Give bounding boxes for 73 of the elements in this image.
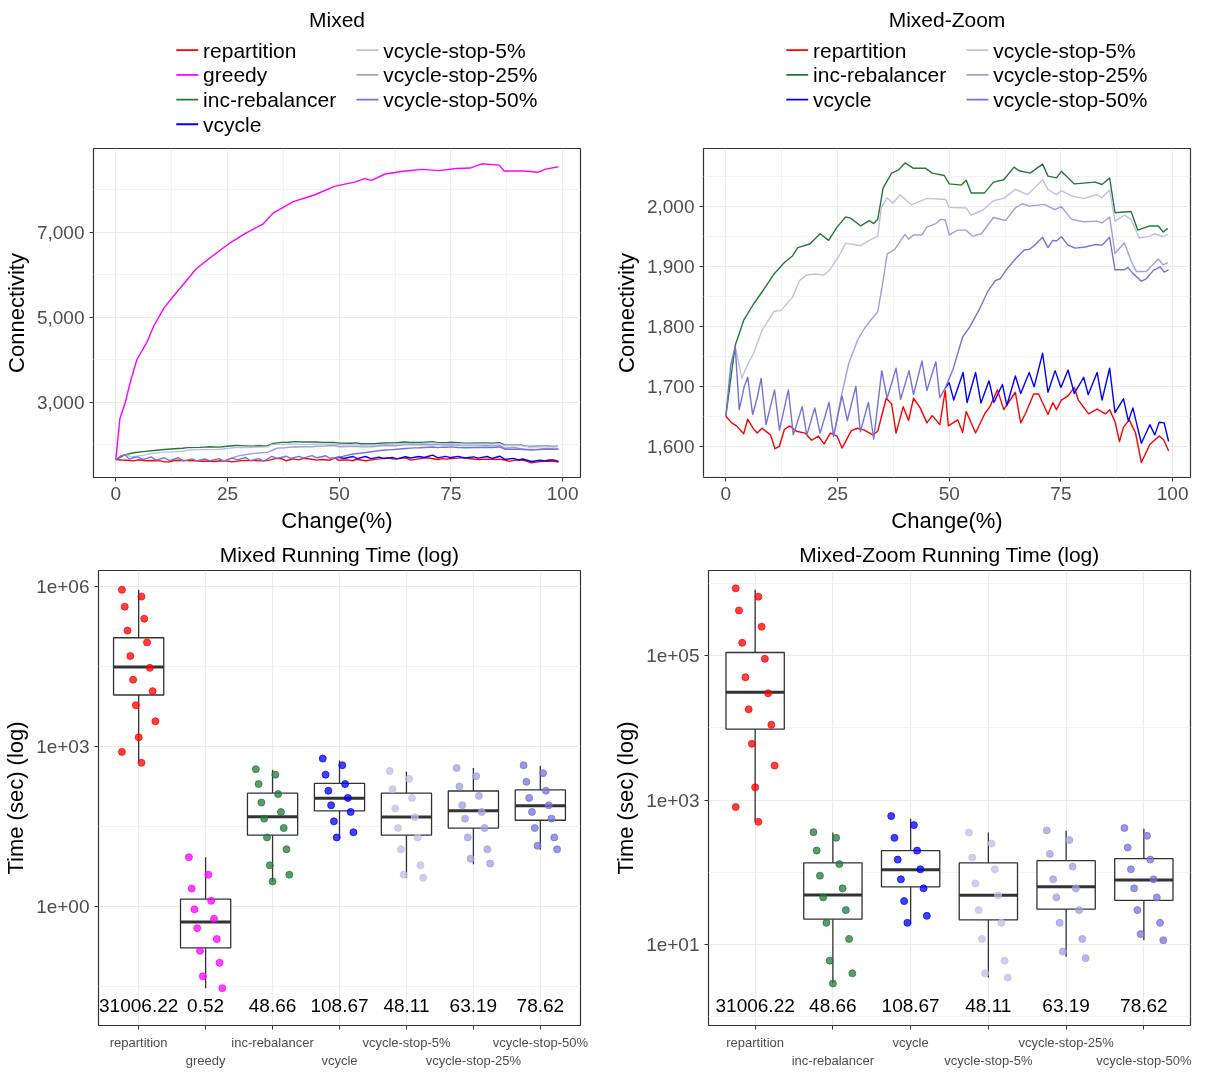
x-axis-title: Change(%) [891,507,1003,533]
x-tick-label: vcycle-stop-25% [425,1052,522,1068]
x-tick-label: vcycle-stop-25% [1018,1034,1115,1050]
legend-label: vcycle-stop-50% [993,88,1148,112]
x-tick-label: vcycle-stop-5% [944,1052,1033,1068]
legend-label: vcycle-stop-5% [993,38,1136,62]
y-tick-label: 1e+03 [36,736,90,758]
y-tick-label: 7,000 [36,221,85,243]
x-tick-label: 75 [440,482,462,504]
y-axis-title: Connectivity [3,253,29,373]
annotation: 63.19 [449,994,498,1016]
annotation: 0.52 [187,994,225,1016]
annotation: 48.11 [383,994,430,1016]
x-tick-label: 100 [546,482,579,504]
x-tick-label: vcycle-stop-50% [1096,1052,1192,1068]
annotation: 48.11 [965,994,1012,1016]
x-tick-label: 25 [216,482,239,504]
x-tick-label: 0 [110,482,122,504]
x-tick-label: 25 [826,482,849,504]
x-tick-label: repartition [109,1034,168,1050]
legend-label: vcycle [203,112,262,136]
legend-label: inc-rebalancer [203,88,337,112]
legend-label: vcycle-stop-5% [383,38,526,62]
x-tick-label: inc-rebalancer [231,1034,315,1050]
y-tick-label: 1e+05 [646,645,700,666]
annotation: 31006.22 [715,994,795,1016]
legend-label: repartition [813,38,907,62]
x-tick-label: greedy [185,1052,226,1068]
y-axis-title: Time (sec) (log) [613,721,639,875]
x-tick-label: vcycle-stop-50% [492,1034,589,1050]
y-tick-label: 1,700 [646,376,695,398]
x-tick-label: vcycle [321,1052,358,1068]
annotation: 31006.22 [99,994,179,1016]
x-tick-label: vcycle [892,1034,929,1050]
annotation: 48.66 [248,994,297,1016]
x-tick-label: inc-rebalancer [791,1052,875,1068]
legend-label: vcycle-stop-50% [383,88,538,112]
x-tick-label: 50 [938,482,960,504]
x-tick-label: 100 [1156,482,1189,504]
y-tick-label: 1,900 [646,256,695,278]
annotation: 48.66 [809,994,857,1016]
legend-label: vcycle-stop-25% [993,63,1148,87]
x-tick-label: repartition [726,1034,785,1050]
y-tick-label: 1e+06 [36,576,90,598]
legend-label: greedy [203,63,268,87]
x-tick-label: 0 [720,482,732,504]
chart-title: Mixed [308,7,366,31]
annotation: 78.62 [1120,994,1168,1016]
y-tick-label: 1,600 [646,436,695,458]
y-axis-title: Connectivity [613,253,639,373]
y-tick-label: 1e+03 [646,789,700,811]
annotation: 78.62 [516,994,565,1016]
y-tick-label: 5,000 [36,306,85,328]
x-tick-label: 50 [328,482,350,504]
y-tick-label: 2,000 [646,196,695,218]
annotation: 108.67 [881,994,940,1016]
x-tick-label: vcycle-stop-5% [362,1034,451,1050]
legend-label: vcycle [813,88,872,112]
annotation: 63.19 [1042,994,1090,1016]
y-tick-label: 1e+01 [646,934,700,956]
chart-title: Mixed Running Time (log) [219,542,459,566]
annotation: 108.67 [310,994,369,1016]
legend-label: repartition [203,38,297,62]
x-axis-title: Change(%) [281,507,393,533]
y-tick-label: 3,000 [36,391,85,413]
y-tick-label: 1e+00 [36,896,90,918]
legend-label: vcycle-stop-25% [383,63,538,87]
chart-title: Mixed-Zoom Running Time (log) [799,542,1100,566]
x-tick-label: 75 [1050,482,1072,504]
y-axis-title: Time (sec) (log) [3,721,29,875]
legend-label: inc-rebalancer [813,63,947,87]
y-tick-label: 1,800 [646,316,695,338]
chart-title: Mixed-Zoom [888,7,1006,31]
